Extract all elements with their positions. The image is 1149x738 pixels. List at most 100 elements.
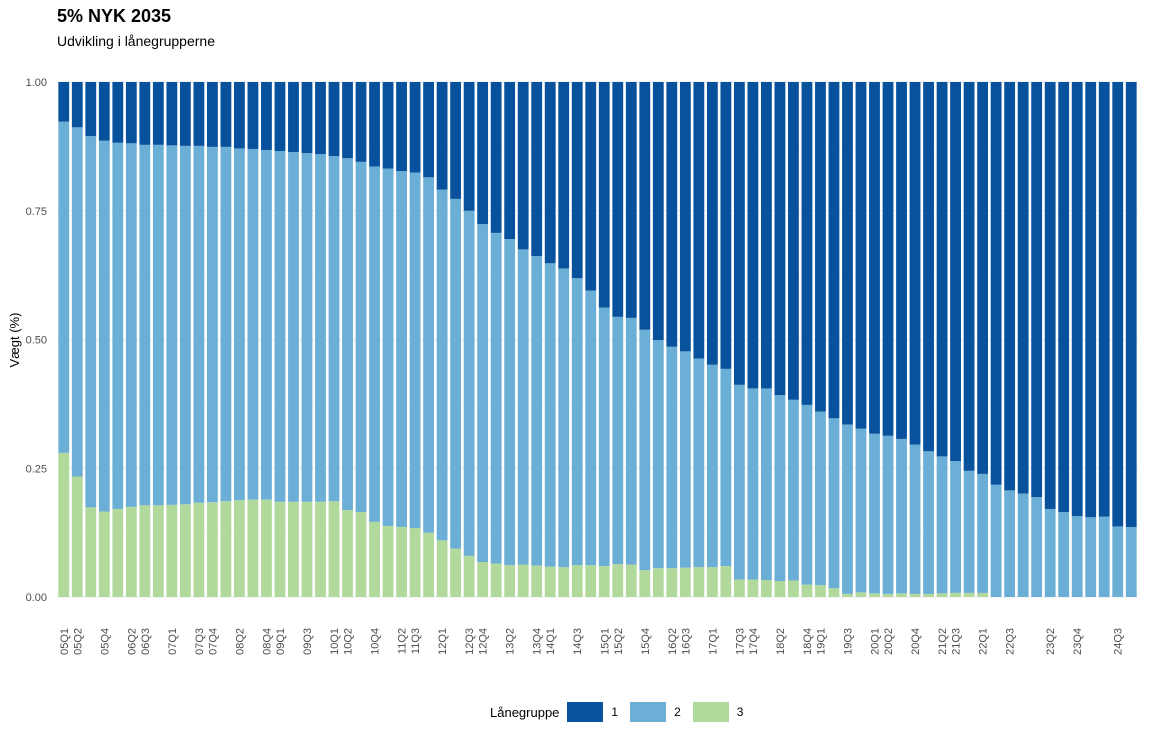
bar-segment-group-3 [328, 501, 340, 597]
bar-segment-group-1 [423, 82, 434, 178]
bar-segment-group-2 [517, 249, 529, 565]
x-tick-label: 08Q4 [261, 628, 273, 655]
bar-segment-group-3 [125, 506, 137, 597]
bar-segment-group-1 [1071, 82, 1083, 517]
bar-segment-group-1 [896, 82, 907, 439]
bar-segment-group-3 [288, 501, 299, 597]
bar-segment-group-1 [531, 82, 543, 257]
y-axis-label: Vægt (%) [7, 313, 22, 368]
bar-segment-group-2 [936, 456, 948, 594]
bar-segment-group-2 [652, 340, 664, 569]
bar-segment-group-1 [463, 82, 475, 211]
bar-segment-group-1 [788, 82, 799, 400]
x-tick-label: 12Q4 [478, 628, 490, 655]
bar-segment-group-2 [193, 145, 205, 503]
bar-segment-group-2 [828, 418, 840, 589]
bar-segment-group-3 [598, 566, 610, 597]
bar-segment-group-1 [206, 82, 218, 147]
legend-swatch-3 [692, 702, 729, 722]
bar-segment-group-3 [706, 567, 718, 597]
bar-segment-group-2 [247, 148, 259, 500]
bar-segment-group-2 [463, 210, 475, 556]
x-tick-label: 21Q2 [937, 628, 949, 655]
bar-segment-group-1 [1004, 82, 1016, 491]
bar-segment-group-3 [842, 593, 853, 597]
bar-segment-group-2 [328, 156, 340, 502]
x-tick-label: 06Q2 [126, 628, 138, 655]
bar-segment-group-3 [423, 532, 434, 597]
bar-segment-group-1 [882, 82, 894, 436]
bar-segment-group-2 [71, 127, 83, 477]
legend-item-2: 2 [630, 702, 681, 722]
bar-segment-group-3 [652, 568, 664, 597]
bar-segment-group-2 [571, 278, 583, 566]
bar-segment-group-1 [112, 82, 124, 143]
bar-segment-group-3 [828, 588, 840, 597]
bar-segment-group-1 [71, 82, 83, 128]
x-tick-label: 11Q3 [410, 628, 422, 654]
bar-segment-group-3 [923, 593, 934, 597]
x-tick-label: 10Q1 [329, 628, 341, 655]
bar-segment-group-1 [234, 82, 245, 149]
bar-segment-group-2 [869, 433, 880, 594]
bar-segment-group-2 [977, 473, 989, 593]
bar-segment-group-2 [990, 484, 1002, 597]
bar-segment-group-1 [85, 82, 97, 137]
bar-segment-group-2 [382, 168, 394, 526]
bar-segment-group-3 [247, 499, 259, 597]
x-tick-label: 15Q4 [640, 628, 652, 655]
bar-segment-group-1 [382, 82, 394, 169]
bar-segment-group-1 [571, 82, 583, 279]
bar-segment-group-1 [936, 82, 948, 457]
bar-segment-group-2 [477, 224, 489, 562]
bar-segment-group-3 [58, 452, 70, 597]
bar-segment-group-2 [125, 143, 137, 507]
bar-segment-group-2 [234, 148, 245, 501]
bar-segment-group-2 [288, 152, 299, 502]
legend-label-1: 1 [611, 705, 619, 719]
bar-segment-group-1 [247, 82, 259, 149]
bar-segment-group-2 [706, 364, 718, 568]
bar-segment-group-1 [477, 82, 489, 225]
bar-segment-group-1 [1044, 82, 1056, 509]
x-tick-label: 22Q3 [1005, 628, 1017, 655]
bar-segment-group-3 [436, 540, 448, 597]
bar-segment-group-1 [369, 82, 380, 167]
bar-segment-group-2 [531, 256, 543, 566]
x-tick-label: 14Q3 [572, 628, 584, 655]
bar-segment-group-3 [490, 563, 502, 597]
bar-segment-group-3 [909, 593, 921, 597]
bar-segment-group-1 [220, 82, 232, 147]
x-tick-label: 18Q2 [775, 628, 787, 655]
bar-segment-group-1 [139, 82, 151, 145]
bar-segment-group-1 [193, 82, 205, 146]
bar-segment-group-3 [477, 561, 489, 597]
bar-segment-group-2 [220, 146, 232, 502]
bar-segment-group-3 [761, 580, 772, 597]
x-tick-label: 11Q2 [397, 628, 409, 654]
bar-segment-group-2 [1017, 493, 1029, 597]
bar-segment-group-3 [950, 592, 961, 597]
x-tick-label: 05Q1 [59, 628, 71, 655]
bar-segment-group-3 [625, 564, 637, 597]
bar-segment-group-3 [896, 593, 907, 597]
bar-segment-group-1 [1017, 82, 1029, 494]
bar-segment-group-1 [517, 82, 529, 250]
bar-segment-group-1 [679, 82, 691, 352]
bar-segment-group-2 [558, 268, 570, 568]
bar-segment-group-2 [950, 461, 961, 593]
bar-segment-group-2 [612, 316, 624, 565]
bar-segment-group-1 [315, 82, 326, 155]
bar-segment-group-2 [625, 317, 637, 565]
bar-segment-group-2 [882, 435, 894, 594]
bar-segment-group-3 [801, 584, 813, 597]
bar-segment-group-2 [693, 358, 705, 568]
bar-segment-group-3 [720, 566, 732, 597]
bar-segment-group-3 [774, 581, 786, 597]
legend-swatch-1 [567, 702, 604, 722]
bar-segment-group-1 [152, 82, 164, 145]
bar-segment-group-3 [882, 593, 894, 597]
bar-segment-group-1 [544, 82, 556, 264]
y-tick-label: 1.00 [26, 77, 47, 89]
bar-segment-group-1 [328, 82, 340, 157]
